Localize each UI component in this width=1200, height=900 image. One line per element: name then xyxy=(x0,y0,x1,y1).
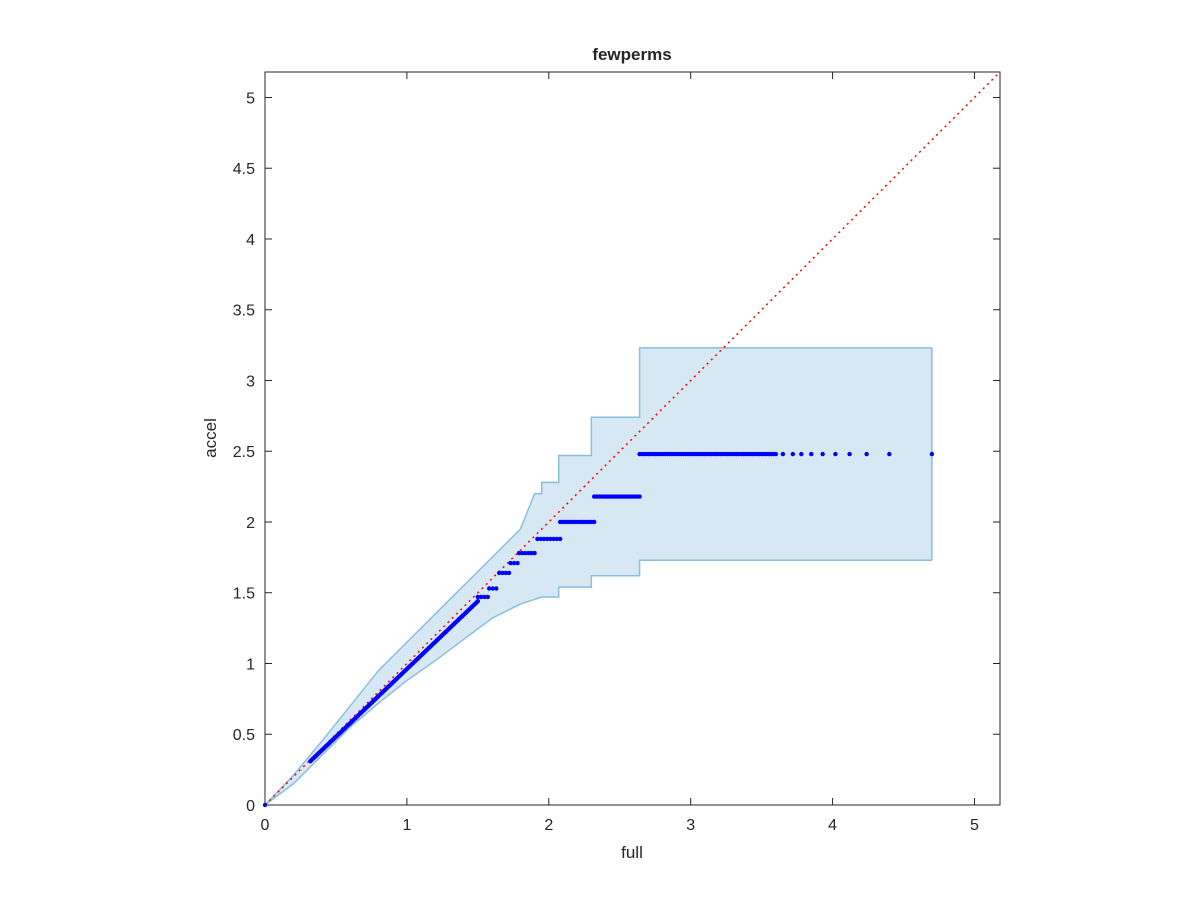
data-point xyxy=(799,451,804,457)
y-tick-label: 2 xyxy=(246,515,255,532)
x-tick-label: 2 xyxy=(544,817,553,834)
data-point xyxy=(820,451,825,457)
data-point xyxy=(591,519,597,525)
x-tick-label: 3 xyxy=(686,817,695,834)
data-point xyxy=(847,451,852,457)
data-point xyxy=(790,451,796,457)
data-point xyxy=(541,536,547,542)
data-point xyxy=(833,451,838,457)
confidence-band xyxy=(264,347,933,806)
data-point xyxy=(500,570,505,576)
y-tick-label: 4 xyxy=(246,232,255,249)
data-point xyxy=(523,550,528,556)
data-point xyxy=(929,451,935,457)
data-point xyxy=(532,550,537,556)
band-lower-edge xyxy=(264,559,932,806)
chart-title: fewperms xyxy=(592,45,671,64)
data-point xyxy=(887,451,892,457)
data-point xyxy=(475,599,481,604)
y-tick-label: 2.5 xyxy=(233,444,255,461)
y-tick-label: 4.5 xyxy=(233,161,255,178)
reference-line-diagonal xyxy=(264,71,1001,806)
data-point xyxy=(529,550,534,556)
data-point xyxy=(554,536,560,542)
band-fill xyxy=(265,347,932,805)
y-tick-label: 0 xyxy=(246,798,255,815)
plot-frame xyxy=(264,71,1001,806)
x-tick-label: 1 xyxy=(402,817,411,834)
data-point xyxy=(485,594,490,600)
data-point xyxy=(490,586,495,591)
data-point xyxy=(508,560,513,566)
band-upper-edge xyxy=(264,347,932,806)
x-tick-label: 0 xyxy=(261,817,270,834)
y-axis-label: accel xyxy=(201,418,220,458)
data-point xyxy=(809,451,814,457)
axes-box xyxy=(264,71,1001,806)
data-point xyxy=(557,536,563,542)
data-points xyxy=(262,451,935,808)
data-point xyxy=(482,594,487,600)
data-point xyxy=(516,550,522,556)
data-point xyxy=(511,560,517,566)
data-point xyxy=(864,451,869,457)
y-tick-label: 3 xyxy=(246,373,255,390)
x-axis-label: full xyxy=(621,843,643,862)
data-point xyxy=(535,536,540,542)
x-axis-ticks: 0 1 2 3 4 5 xyxy=(261,72,979,834)
data-point xyxy=(637,494,642,499)
data-point xyxy=(551,536,556,542)
data-point xyxy=(519,550,525,556)
x-tick-label: 4 xyxy=(828,817,837,834)
y-tick-label: 0.5 xyxy=(233,727,255,744)
y-tick-label: 1.5 xyxy=(233,586,255,603)
data-point xyxy=(548,536,553,542)
data-point xyxy=(478,594,484,600)
data-point xyxy=(486,586,492,591)
y-tick-label: 5 xyxy=(246,90,255,107)
y-tick-label: 1 xyxy=(246,656,255,673)
data-point xyxy=(515,560,520,566)
data-point xyxy=(544,536,550,542)
data-point xyxy=(773,451,779,457)
x-tick-label: 5 xyxy=(970,817,979,834)
data-point xyxy=(475,594,481,600)
data-point xyxy=(526,550,531,556)
data-point xyxy=(780,451,786,457)
y-tick-label: 3.5 xyxy=(233,303,255,320)
data-point xyxy=(538,536,543,542)
data-point xyxy=(503,570,508,576)
data-point xyxy=(496,570,502,576)
reference-line xyxy=(264,71,1001,806)
data-point xyxy=(506,570,512,576)
data-point xyxy=(494,586,499,591)
y-axis-ticks: 0 0.5 1 1.5 2 2.5 3 3.5 4 4.5 5 xyxy=(233,90,1000,815)
